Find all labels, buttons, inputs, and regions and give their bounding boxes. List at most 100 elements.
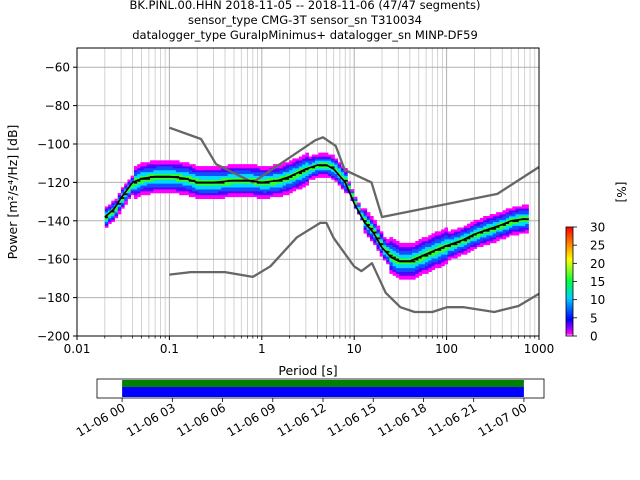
heatmap-cell (188, 168, 193, 171)
heatmap-cell (428, 237, 432, 240)
heatmap-cell (143, 173, 148, 176)
heatmap-cell (208, 189, 212, 192)
heatmap-cell (373, 231, 377, 234)
heatmap-cell (143, 189, 148, 192)
heatmap-cell (522, 204, 526, 207)
heatmap-cell (140, 191, 145, 194)
heatmap-cell (366, 212, 371, 215)
heatmap-cell (496, 219, 500, 223)
heatmap-cell (205, 185, 209, 188)
heatmap-cell (518, 221, 523, 224)
heatmap-cell (159, 160, 164, 163)
heatmap-cell (418, 240, 423, 244)
heatmap-cell (111, 219, 115, 223)
heatmap-cell (175, 173, 180, 176)
heatmap-cell (205, 179, 209, 182)
heatmap-cell (441, 248, 445, 251)
heatmap-cell (486, 221, 491, 224)
heatmap-cell (499, 214, 503, 217)
heatmap-cell (308, 173, 313, 176)
heatmap-cell (302, 156, 306, 159)
heatmap-cell (166, 189, 170, 192)
heatmap-cell (437, 264, 442, 267)
heatmap-cell (473, 229, 478, 232)
heatmap-cell (376, 246, 381, 249)
heatmap-cell (182, 183, 187, 186)
heatmap-cell (289, 171, 293, 175)
heatmap-cell (324, 169, 329, 173)
heatmap-cell (376, 227, 381, 230)
heatmap-cell (230, 181, 235, 184)
heatmap-cell (298, 185, 303, 188)
heatmap-cell (486, 223, 491, 226)
heatmap-cell (421, 237, 426, 240)
heatmap-cell (431, 264, 436, 267)
heatmap-cell (188, 183, 193, 186)
heatmap-cell (250, 189, 254, 192)
heatmap-cell (218, 194, 222, 198)
heatmap-cell (376, 225, 381, 228)
heatmap-cell (279, 187, 284, 190)
heatmap-cell (505, 231, 510, 234)
heatmap-cell (150, 160, 154, 163)
heatmap-cell (253, 185, 258, 188)
heatmap-cell (502, 223, 507, 226)
heatmap-cell (260, 179, 264, 182)
colorbar-gradient (565, 226, 574, 337)
heatmap-cell (279, 194, 284, 198)
heatmap-cell (159, 183, 164, 186)
heatmap-cell (140, 187, 145, 190)
heatmap-cell (315, 169, 319, 173)
heatmap-cell (467, 242, 471, 246)
heatmap-cell (298, 181, 303, 184)
heatmap-cell (418, 267, 423, 271)
heatmap-cell (201, 196, 206, 200)
heatmap-cell (272, 194, 277, 198)
heatmap-cell (470, 225, 474, 228)
heatmap-cell (457, 227, 461, 230)
heatmap-cell (272, 173, 277, 176)
heatmap-cell (431, 260, 436, 263)
heatmap-cell (496, 233, 500, 236)
heatmap-cell (382, 239, 387, 242)
heatmap-cell (376, 244, 381, 248)
heatmap-cell (470, 223, 474, 226)
heatmap-cell (437, 258, 442, 261)
heatmap-cell (302, 173, 306, 176)
heatmap-cell (218, 192, 222, 196)
heatmap-cell (250, 185, 254, 188)
heatmap-cell (198, 168, 203, 171)
heatmap-cell (492, 233, 497, 236)
heatmap-cell (240, 171, 245, 175)
heatmap-cell (357, 206, 361, 209)
heatmap-cell (321, 158, 326, 161)
heatmap-cell (479, 225, 484, 228)
heatmap-cell (392, 250, 397, 253)
heatmap-cell (457, 235, 461, 238)
heatmap-cell (108, 221, 112, 224)
heatmap-cell (211, 192, 216, 196)
heatmap-cell (428, 235, 432, 238)
heatmap-cell (437, 265, 442, 269)
heatmap-cell (496, 221, 500, 224)
heatmap-cell (428, 265, 432, 269)
heatmap-cell (146, 183, 151, 186)
x-tick-label: 1 (258, 342, 266, 356)
heatmap-cell (111, 214, 115, 217)
heatmap-cell (463, 229, 468, 232)
heatmap-cell (272, 185, 277, 188)
heatmap-cell (153, 189, 157, 192)
heatmap-cell (276, 187, 280, 190)
heatmap-cell (295, 187, 300, 190)
heatmap-cell (479, 229, 484, 232)
heatmap-cell (234, 191, 238, 194)
heatmap-cell (240, 192, 245, 196)
heatmap-cell (175, 162, 180, 165)
heatmap-cell (163, 164, 167, 167)
heatmap-cell (518, 210, 523, 213)
heatmap-cell (360, 212, 364, 215)
heatmap-cell (441, 252, 445, 255)
heatmap-cell (247, 183, 251, 186)
heatmap-cell (509, 210, 513, 213)
heatmap-cell (221, 171, 225, 175)
